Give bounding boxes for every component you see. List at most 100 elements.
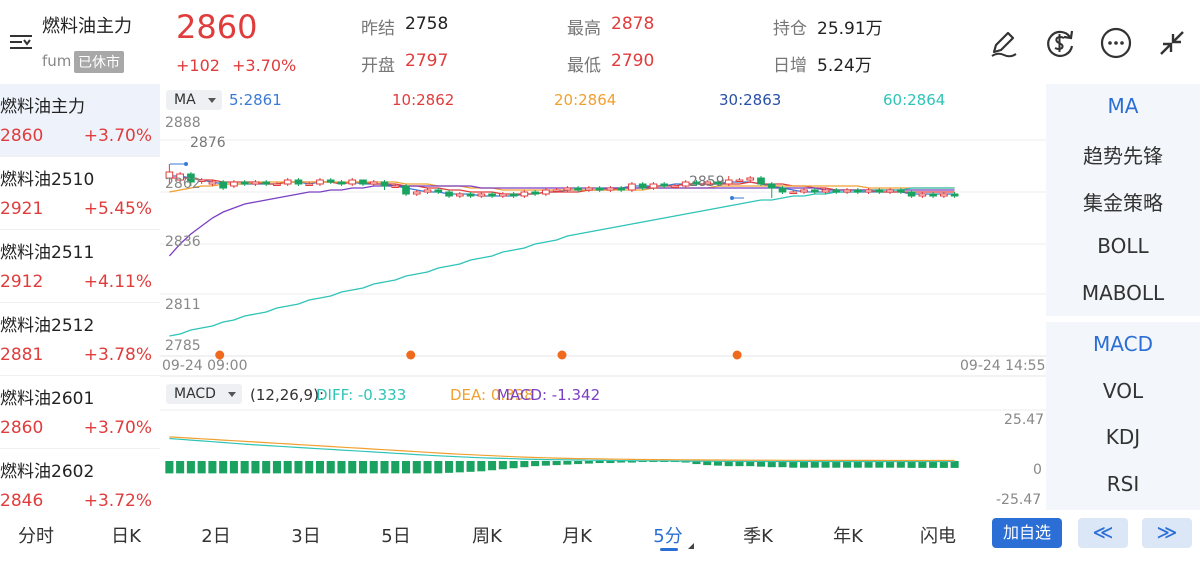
- macd-dea-line: [169, 436, 955, 462]
- macd-bar: [939, 461, 948, 468]
- last-price: 2860: [176, 8, 258, 46]
- currency-exchange-icon[interactable]: [1043, 26, 1077, 60]
- sub-indicator-group: MACD VOL KDJ RSI: [1046, 322, 1200, 510]
- high-value: 2878: [611, 14, 655, 34]
- macd-bar: [821, 461, 830, 468]
- tab-5min[interactable]: 5分: [653, 526, 683, 547]
- ma20-value: 20:2864: [554, 91, 617, 109]
- candle-body: [305, 183, 314, 186]
- macd-bar: [778, 461, 787, 468]
- macd-bar: [681, 461, 690, 463]
- candle-body: [595, 187, 604, 191]
- tab-monthly-k[interactable]: 月K: [562, 526, 592, 547]
- open-interest-value: 25.91万: [817, 19, 883, 39]
- macd-bar: [272, 461, 281, 474]
- macd-bar: [595, 461, 604, 464]
- candle-body: [359, 179, 367, 185]
- y-axis-label: 2836: [165, 234, 201, 250]
- tab-2day[interactable]: 2日: [201, 526, 231, 547]
- add-watchlist-button[interactable]: 加自选: [992, 518, 1062, 548]
- candle-body: [369, 181, 378, 185]
- candle-body: [262, 181, 271, 185]
- candle-body: [606, 187, 615, 191]
- indicator-ma[interactable]: MA: [1107, 94, 1139, 118]
- candle-body: [445, 191, 453, 197]
- tab-timeshare[interactable]: 分时: [18, 526, 54, 547]
- macd-bar: [789, 461, 798, 468]
- indicator-rsi[interactable]: RSI: [1106, 472, 1140, 496]
- macd-bottom-label: -25.47: [996, 492, 1042, 508]
- candle-body: [821, 189, 830, 193]
- macd-bar: [638, 461, 647, 463]
- list-item[interactable]: 燃料油2511 2912 +4.11%: [0, 230, 160, 303]
- macd-bar: [713, 461, 723, 466]
- tab-lightning[interactable]: 闪电: [920, 526, 956, 547]
- candle-body: [864, 189, 873, 193]
- list-item-price: 2860: [0, 126, 44, 146]
- kline-chart[interactable]: MA 5:2861 10:2862 20:2864 30:2863 60:286…: [160, 84, 1046, 510]
- candle-body: [187, 173, 195, 183]
- tab-daily-k[interactable]: 日K: [111, 526, 141, 547]
- low-price-marker: 2859: [689, 174, 725, 190]
- list-item-change: +4.11%: [83, 272, 152, 292]
- list-item[interactable]: 燃料油2512 2881 +3.78%: [0, 303, 160, 376]
- candle-body: [563, 187, 572, 191]
- ma60-value: 60:2864: [883, 91, 946, 109]
- list-item[interactable]: 燃料油2510 2921 +5.45%: [0, 157, 160, 230]
- candle-body: [412, 191, 421, 195]
- candle-body: [423, 189, 432, 193]
- macd-top-label: 25.47: [1004, 412, 1045, 428]
- candle-body: [875, 189, 884, 193]
- candle-body: [789, 191, 798, 194]
- macd-selector-label: MACD: [174, 386, 216, 402]
- list-item[interactable]: 燃料油主力 2860 +3.70%: [0, 84, 160, 157]
- list-item-change: +3.78%: [83, 345, 152, 365]
- macd-bar: [165, 461, 174, 474]
- list-item-price: 2846: [0, 491, 44, 511]
- candle-body: [337, 181, 346, 185]
- macd-bar: [337, 461, 346, 474]
- indicator-kdj[interactable]: KDJ: [1105, 425, 1141, 449]
- daily-increase-value: 5.24万: [817, 56, 872, 76]
- candle-body: [832, 189, 841, 193]
- candle-body: [585, 187, 593, 191]
- edit-pen-icon[interactable]: [986, 26, 1020, 60]
- candle-body: [477, 193, 486, 197]
- macd-bar: [455, 461, 464, 473]
- macd-selector-button[interactable]: MACD: [166, 384, 242, 404]
- open-label: 开盘: [361, 56, 395, 76]
- list-item-price: 2860: [0, 418, 44, 438]
- indicator-boll[interactable]: BOLL: [1097, 234, 1149, 258]
- macd-bar: [843, 461, 852, 468]
- prev-page-button[interactable]: ≪: [1078, 518, 1128, 548]
- candle-body: [455, 193, 464, 197]
- status-badge: 已休市: [74, 51, 124, 73]
- indicator-macd[interactable]: MACD: [1093, 332, 1153, 356]
- candle-body: [509, 193, 518, 197]
- tab-5day[interactable]: 5日: [381, 526, 411, 547]
- next-page-button[interactable]: ≫: [1142, 518, 1192, 548]
- filter-list-icon[interactable]: [8, 30, 34, 54]
- tab-yearly-k[interactable]: 年K: [833, 526, 863, 547]
- contract-title[interactable]: 燃料油主力: [42, 16, 132, 37]
- indicator-trend-pioneer[interactable]: 趋势先锋: [1083, 144, 1163, 168]
- tab-3day[interactable]: 3日: [291, 526, 321, 547]
- more-icon[interactable]: [1099, 26, 1133, 60]
- candle-body: [240, 181, 249, 185]
- macd-bar: [380, 461, 389, 474]
- candle-body: [810, 189, 819, 193]
- indicator-maboll[interactable]: MABOLL: [1081, 281, 1165, 305]
- candle-body: [402, 185, 410, 195]
- contract-code: fum: [42, 52, 72, 70]
- candle-body: [391, 185, 400, 188]
- candle-body: [251, 181, 260, 185]
- tab-weekly-k[interactable]: 周K: [472, 526, 502, 547]
- indicator-gold-strategy[interactable]: 集金策略: [1083, 191, 1163, 215]
- list-item[interactable]: 燃料油2601 2860 +3.70%: [0, 376, 160, 449]
- indicator-vol[interactable]: VOL: [1102, 379, 1144, 403]
- collapse-icon[interactable]: [1155, 26, 1189, 60]
- main-indicator-group: MA 趋势先锋 集金策略 BOLL MABOLL: [1046, 84, 1200, 316]
- tab-quarterly-k[interactable]: 季K: [743, 526, 773, 547]
- ma-selector-button[interactable]: MA: [166, 90, 222, 110]
- candle-body: [907, 191, 916, 197]
